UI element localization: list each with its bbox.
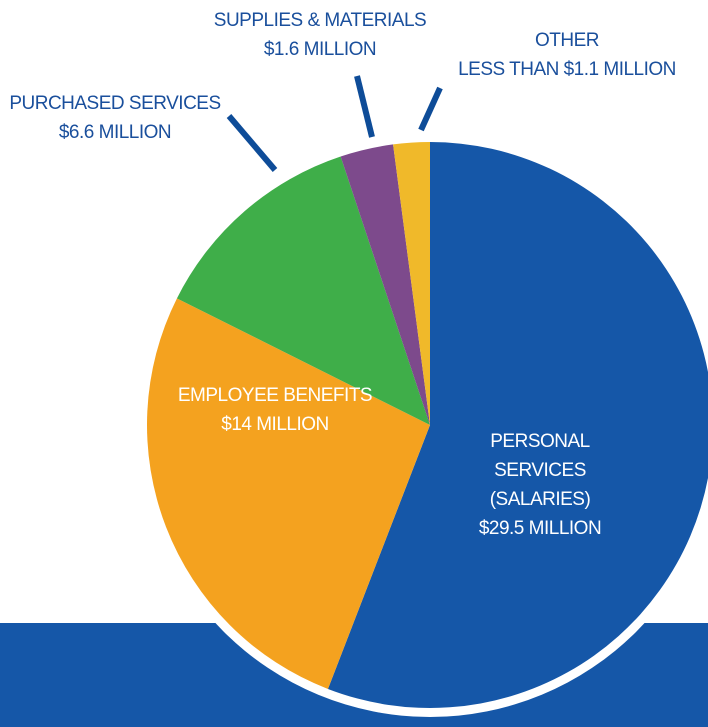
value-label: $29.5 MILLION: [478, 518, 602, 539]
leader-line: [418, 86, 443, 132]
pie-slice: [327, 142, 708, 708]
category-label: PURCHASED SERVICES: [9, 93, 221, 114]
value-label: $6.6 MILLION: [58, 122, 172, 143]
pie-slice: [340, 144, 430, 426]
value-label: $1.6 MILLION: [263, 39, 377, 60]
category-label: SUPPLIES & MATERIALS: [213, 10, 427, 31]
slice-label: EMPLOYEE BENEFITS $14 MILLION: [165, 381, 385, 439]
leader-lines: [226, 75, 443, 172]
slice-label: SUPPLIES & MATERIALS $1.6 MILLION: [200, 6, 440, 64]
category-label: PERSONAL SERVICES (SALARIES): [489, 431, 591, 510]
pie-slice: [393, 142, 430, 425]
pie-slice: [176, 156, 430, 425]
value-label: LESS THAN $1.1 MILLION: [458, 59, 676, 80]
slice-label: PURCHASED SERVICES $6.6 MILLION: [0, 89, 235, 147]
leader-line: [354, 75, 375, 138]
category-label: OTHER: [535, 30, 600, 51]
value-label: $14 MILLION: [221, 414, 329, 435]
category-label: EMPLOYEE BENEFITS: [177, 385, 373, 406]
pie: [146, 142, 708, 708]
slice-label: PERSONAL SERVICES (SALARIES) $29.5 MILLIO…: [445, 427, 635, 543]
slice-label: OTHER LESS THAN $1.1 MILLION: [437, 26, 697, 84]
pie-slice: [146, 298, 430, 689]
leader-line: [226, 114, 278, 172]
